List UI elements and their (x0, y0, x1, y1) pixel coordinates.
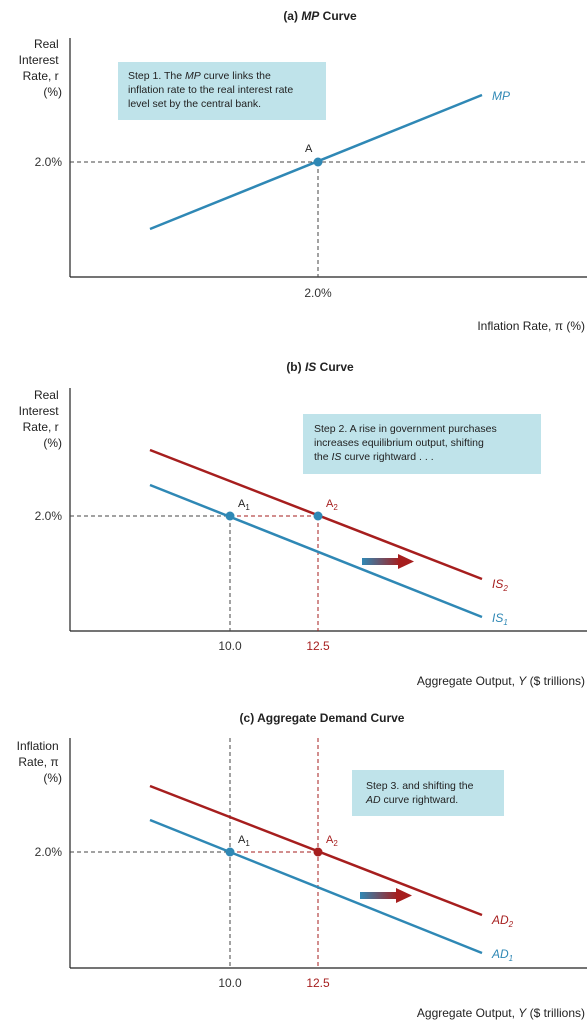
point-c-a2-label: A2 (326, 834, 338, 848)
panel-b-shift-arrow (362, 554, 414, 569)
panel-c: (c) Aggregate Demand Curve Inflation Rat… (17, 711, 587, 1020)
point-a2-label: A2 (326, 498, 338, 512)
panel-b-title: (b) IS Curve (286, 360, 354, 374)
panel-b-x-tick-1: 10.0 (218, 639, 242, 653)
panel-a-note: Step 1. The MP curve links the inflation… (128, 70, 296, 110)
panel-c-y-tick: 2.0% (35, 845, 63, 859)
point-a2 (313, 511, 323, 521)
panel-c-ylabel: Inflation Rate, π (%) (17, 739, 62, 785)
ad1-curve (149, 818, 483, 955)
point-c-a1-label: A1 (238, 834, 250, 848)
is2-label: IS2 (492, 577, 508, 593)
point-a (313, 157, 323, 167)
panel-c-x-tick-1: 10.0 (218, 976, 242, 990)
panel-a-y-tick: 2.0% (35, 155, 63, 169)
point-a1 (225, 511, 235, 521)
panel-a-title: (a) MP Curve (283, 9, 357, 23)
mp-curve-label: MP (492, 89, 510, 103)
point-a-label: A (305, 143, 313, 155)
panel-c-title: (c) Aggregate Demand Curve (240, 711, 405, 725)
panel-b-x-tick-2: 12.5 (306, 639, 330, 653)
is1-label: IS1 (492, 611, 508, 627)
panel-b: (b) IS Curve Real Interest Rate, r (%) A… (19, 360, 587, 688)
ad2-label: AD2 (491, 913, 514, 929)
panel-c-shift-arrow (360, 888, 412, 903)
panel-c-xlabel: Aggregate Output, Y ($ trillions) (417, 1006, 585, 1020)
panel-c-x-tick-2: 12.5 (306, 976, 330, 990)
panel-a-note-box (118, 62, 326, 120)
point-a1-label: A1 (238, 498, 250, 512)
panel-b-xlabel: Aggregate Output, Y ($ trillions) (417, 674, 585, 688)
is1-curve (149, 483, 483, 619)
ad1-label: AD1 (491, 947, 513, 963)
point-c-a1 (225, 847, 235, 857)
panel-a-xlabel: Inflation Rate, π (%) (477, 319, 585, 333)
panel-b-y-tick: 2.0% (35, 509, 63, 523)
panel-a-x-tick: 2.0% (304, 286, 332, 300)
panel-b-ylabel: Real Interest Rate, r (%) (19, 388, 62, 450)
panel-a: (a) MP Curve Real Interest Rate, r (%) A… (19, 9, 587, 333)
panel-a-ylabel: Real Interest Rate, r (%) (19, 37, 62, 99)
panel-c-note: Step 3. and shifting the AD curve rightw… (365, 780, 476, 806)
panel-b-note: Step 2. A rise in government purchases i… (314, 423, 500, 463)
panel-b-note-box (303, 414, 541, 474)
point-c-a2 (313, 847, 323, 857)
panel-c-note-box (352, 770, 504, 816)
